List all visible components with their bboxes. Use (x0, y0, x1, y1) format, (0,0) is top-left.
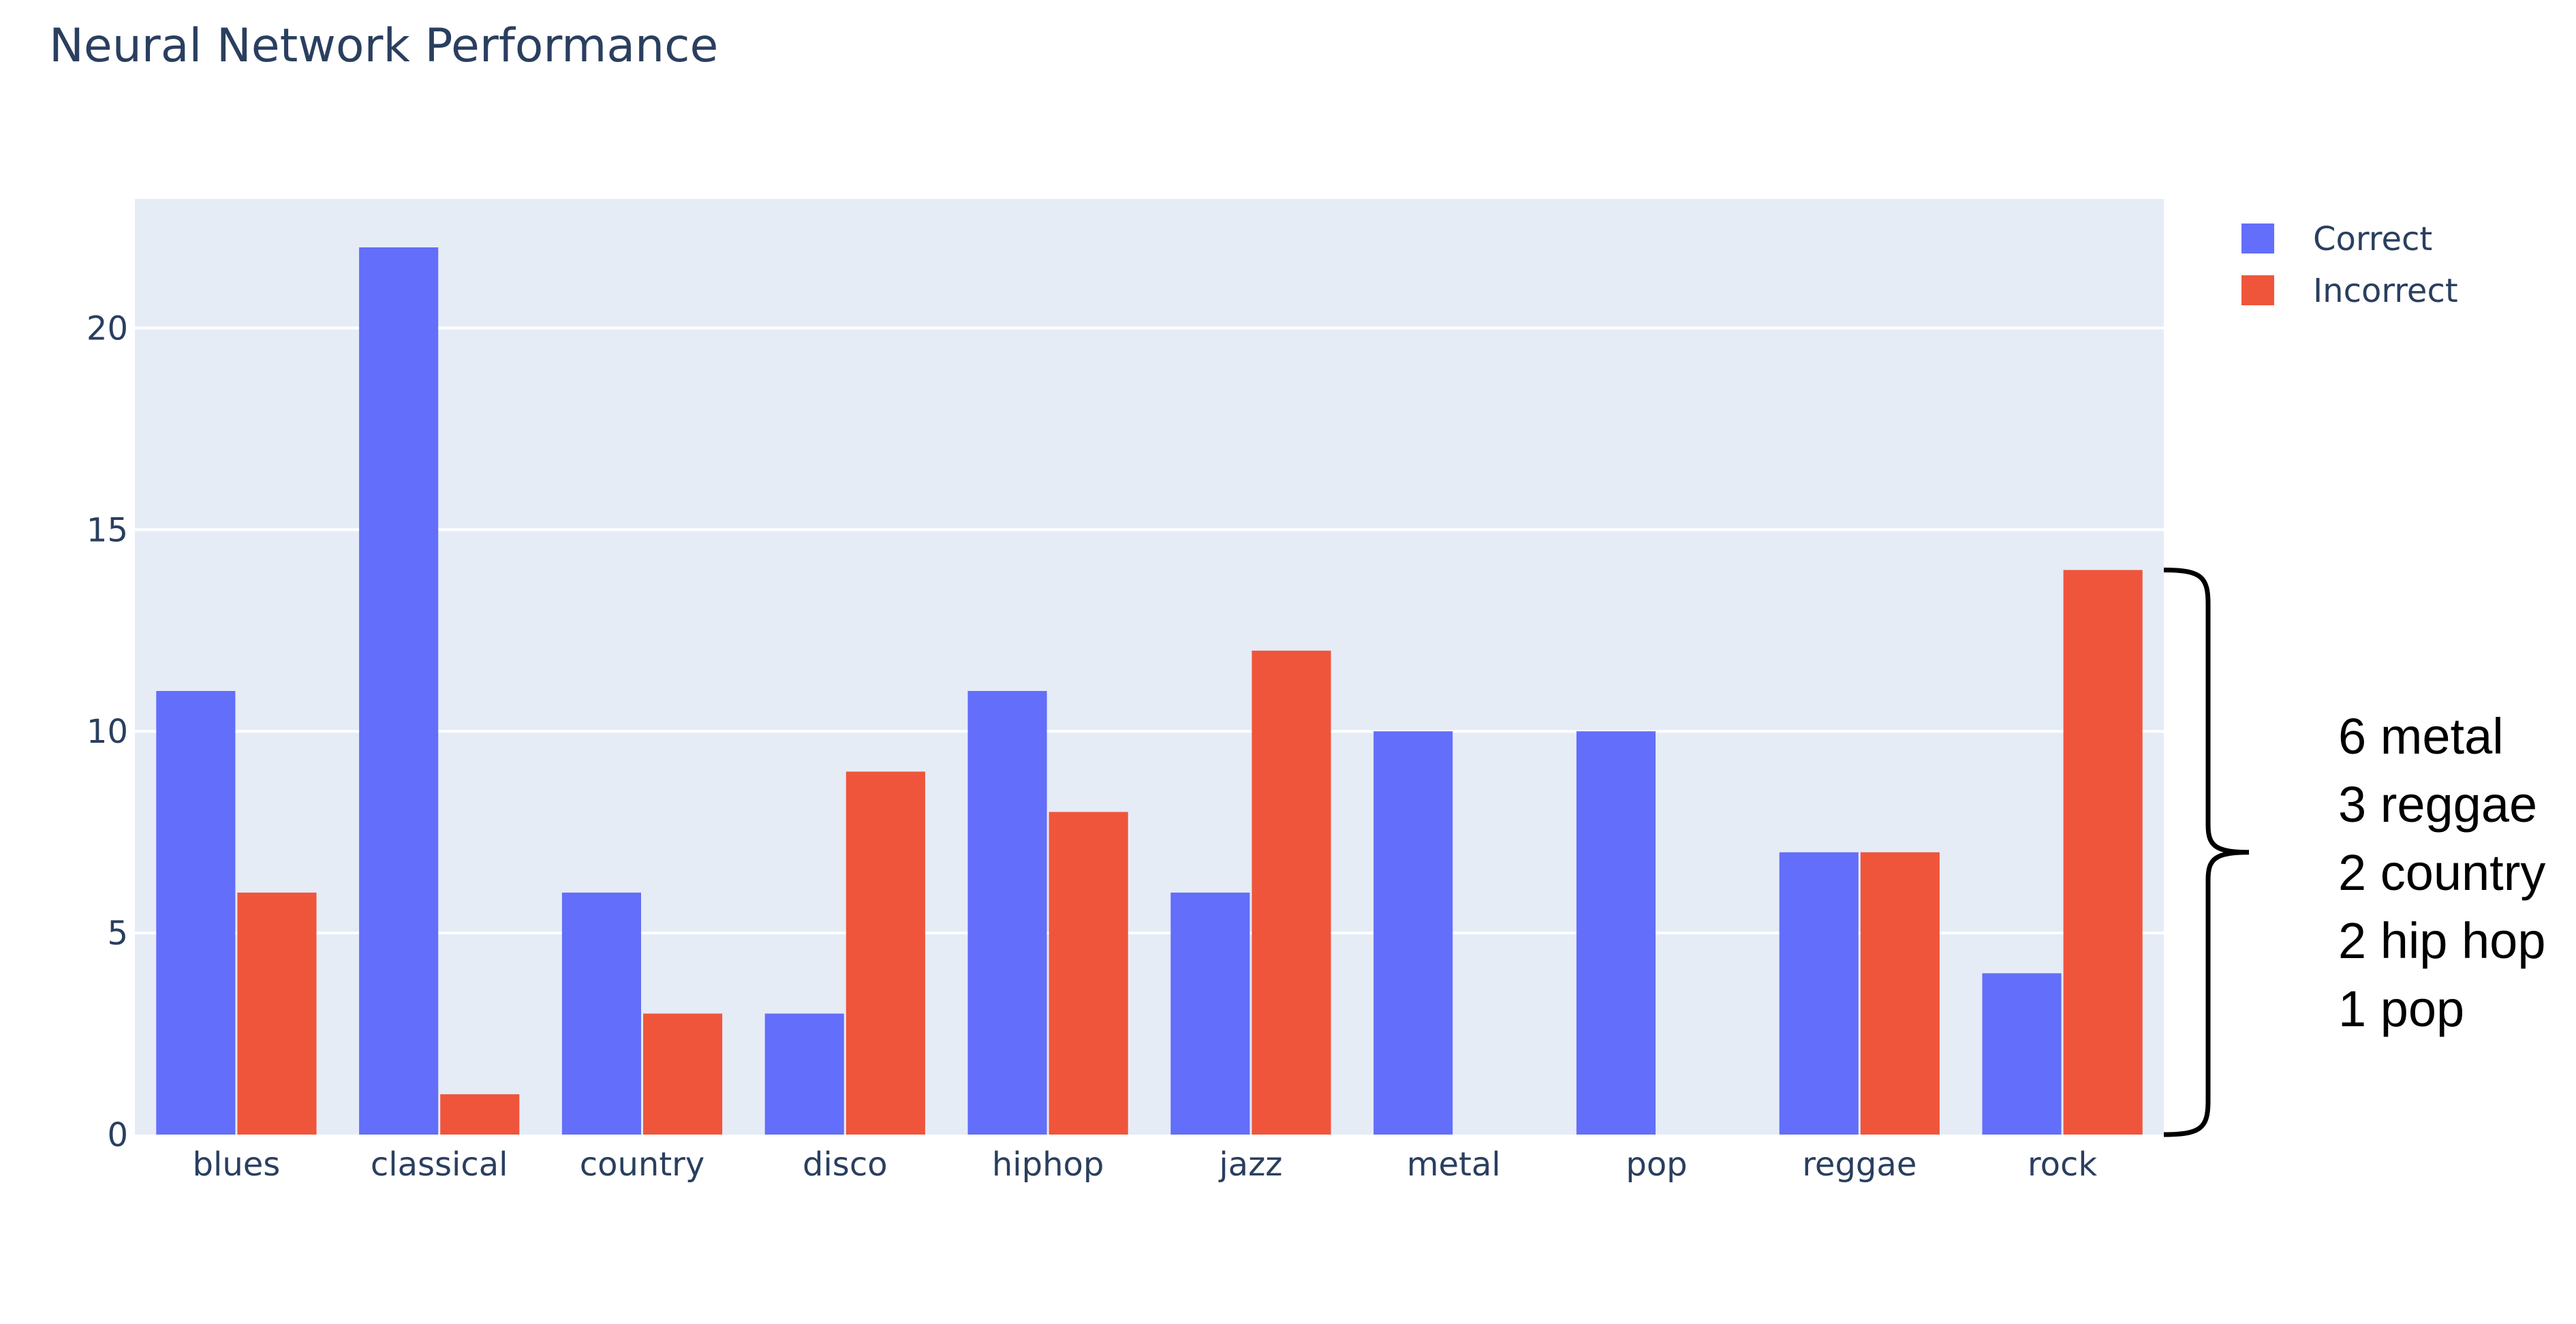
x-tick-label: blues (193, 1145, 281, 1184)
x-axis-ticks: blues classical country disco hiphop jazz meta… (193, 1145, 2098, 1184)
bar-correct-country (561, 892, 641, 1135)
y-axis-ticks: 0 5 10 15 20 (87, 309, 128, 1154)
bar-incorrect-rock (2063, 570, 2143, 1135)
bar-correct-disco (764, 1013, 844, 1135)
legend-label-incorrect: Incorrect (2313, 272, 2458, 310)
bar-correct-hiphop (967, 691, 1047, 1135)
bar-incorrect-classical (440, 1094, 520, 1135)
y-tick-label: 20 (87, 309, 128, 348)
x-tick-label: pop (1626, 1145, 1687, 1184)
bars (156, 247, 2143, 1135)
chart-title: Neural Network Performance (49, 19, 718, 73)
plot-area (135, 199, 2164, 1135)
x-tick-label: country (580, 1145, 705, 1184)
x-tick-label: rock (2028, 1145, 2097, 1184)
bar-correct-pop (1576, 731, 1656, 1135)
bar-correct-metal (1374, 731, 1453, 1135)
annotation-line: 6 metal (2338, 708, 2504, 765)
bar-correct-rock (1982, 973, 2062, 1135)
legend-swatch-incorrect (2241, 275, 2274, 305)
x-tick-label: jazz (1218, 1145, 1282, 1184)
annotation-line: 2 country (2338, 844, 2545, 901)
bar-incorrect-jazz (1252, 650, 1331, 1135)
y-tick-label: 10 (87, 713, 128, 751)
brace-annotation (2163, 567, 2250, 1137)
bar-incorrect-hiphop (1049, 812, 1128, 1135)
legend: Correct Incorrect (2241, 220, 2458, 310)
x-tick-label: disco (803, 1145, 888, 1184)
legend-label-correct: Correct (2313, 220, 2432, 258)
annotation-line: 2 hip hop (2338, 912, 2546, 969)
bar-incorrect-reggae (1860, 852, 1940, 1135)
y-tick-label: 0 (107, 1116, 128, 1154)
bar-correct-blues (156, 691, 236, 1135)
bar-correct-jazz (1170, 892, 1250, 1135)
bar-incorrect-country (643, 1013, 723, 1135)
x-tick-label: reggae (1802, 1145, 1917, 1184)
annotation-line: 1 pop (2338, 981, 2464, 1037)
bar-incorrect-blues (237, 892, 317, 1135)
bar-correct-reggae (1779, 852, 1859, 1135)
x-tick-label: hiphop (992, 1145, 1104, 1184)
bar-incorrect-disco (845, 771, 925, 1135)
bar-correct-classical (359, 247, 439, 1135)
y-tick-label: 15 (87, 511, 128, 549)
x-tick-label: metal (1407, 1145, 1501, 1184)
annotation-text: 6 metal 3 reggae 2 country 2 hip hop 1 pop (2338, 708, 2546, 1037)
legend-swatch-correct (2241, 224, 2274, 253)
y-tick-label: 5 (107, 914, 128, 953)
x-tick-label: classical (371, 1145, 508, 1184)
annotation-line: 3 reggae (2338, 776, 2537, 833)
